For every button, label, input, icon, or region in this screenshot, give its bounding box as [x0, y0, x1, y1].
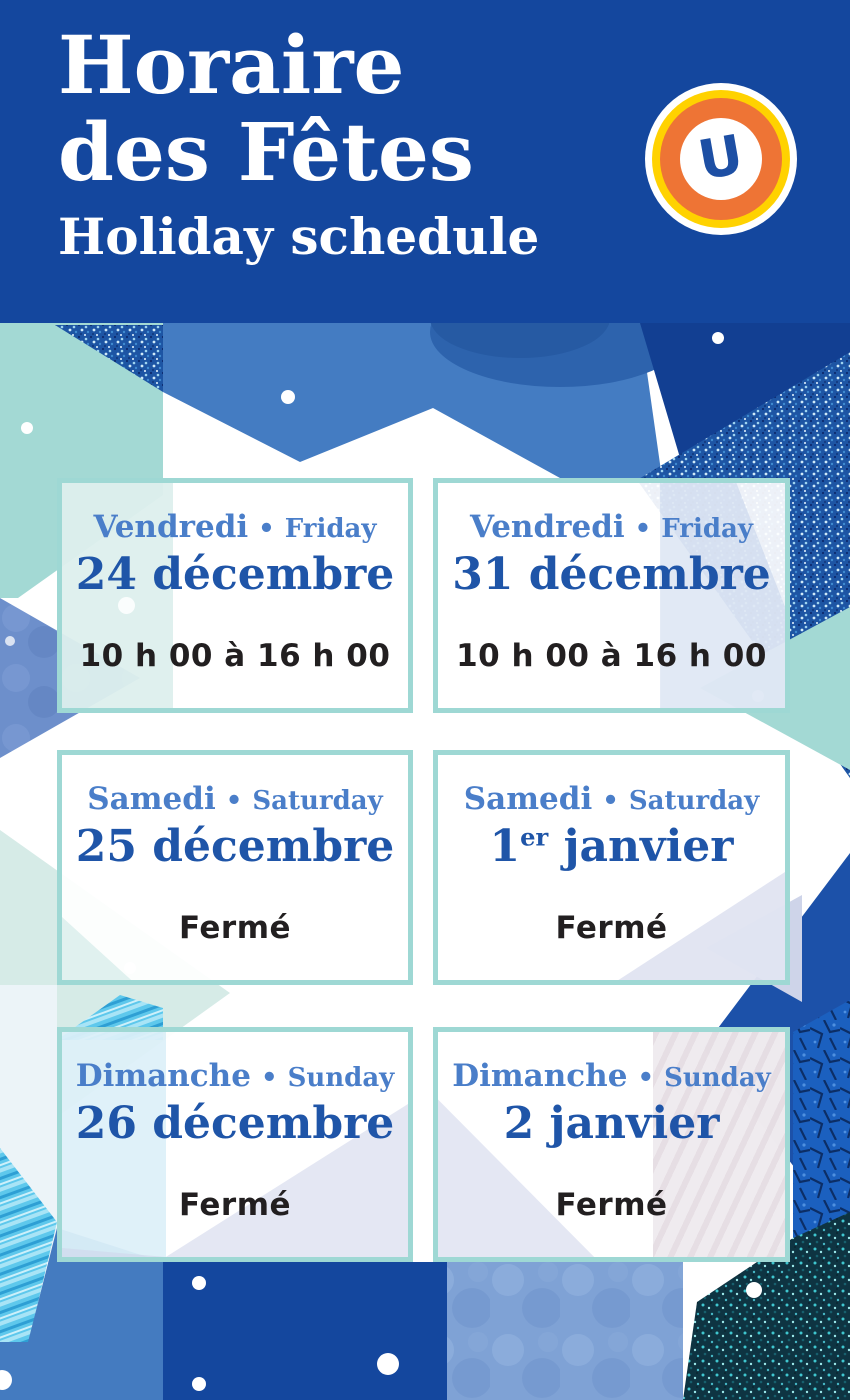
day-english: Sunday	[287, 1063, 395, 1093]
card-hours: 10 h 00 à 16 h 00	[79, 638, 391, 674]
card-texture	[653, 1032, 785, 1257]
card-hours: Fermé	[555, 1187, 668, 1223]
logo-orange-ring: U	[660, 98, 782, 220]
day-english: Sunday	[664, 1063, 771, 1093]
card-texture	[62, 1032, 166, 1257]
date-text-rest: janvier	[548, 821, 734, 872]
day-english: Saturday	[252, 786, 383, 816]
decor-dot	[118, 597, 135, 614]
day-english: Saturday	[628, 786, 760, 816]
schedule-card-dec-26: Dimanche • Sunday 26 décembre Fermé	[57, 1027, 413, 1262]
card-day-line: Dimanche • Sunday	[452, 1058, 771, 1094]
logo-yellow-ring: U	[652, 90, 790, 228]
date-text: 2 janvier	[503, 1098, 720, 1149]
card-date: 25 décembre	[76, 821, 395, 872]
day-french: Dimanche	[75, 1058, 251, 1094]
bullet-separator: •	[258, 514, 275, 544]
card-date: 31 décembre	[452, 549, 771, 600]
card-hours: 10 h 00 à 16 h 00	[456, 638, 767, 674]
date-superscript: er	[520, 822, 549, 852]
poster-header: Horaire des Fêtes Holiday schedule	[58, 18, 540, 267]
day-french: Dimanche	[452, 1058, 628, 1094]
day-french: Vendredi	[470, 509, 625, 545]
logo-letter-u: U	[693, 122, 748, 192]
date-text: 25 décembre	[75, 821, 395, 872]
date-text: 24 décembre	[75, 549, 395, 600]
bullet-separator: •	[637, 1063, 655, 1093]
card-day-line: Samedi • Saturday	[464, 781, 759, 817]
bullet-separator: •	[225, 786, 243, 816]
day-french: Vendredi	[93, 509, 249, 545]
brand-logo: U	[645, 83, 797, 235]
subtitle-english: Holiday schedule	[58, 207, 540, 267]
schedule-card-dec-24: Vendredi • Friday 24 décembre 10 h 00 à …	[57, 478, 413, 713]
schedule-card-dec-31: Vendredi • Friday 31 décembre 10 h 00 à …	[433, 478, 790, 713]
date-text: 31 décembre	[452, 549, 771, 600]
title-line-french-1: Horaire	[58, 18, 405, 112]
bullet-separator: •	[260, 1063, 278, 1093]
decor-dots	[0, 332, 764, 1391]
card-day-line: Dimanche • Sunday	[76, 1058, 395, 1094]
card-date: 26 décembre	[76, 1098, 395, 1149]
card-day-line: Vendredi • Friday	[470, 509, 753, 545]
day-english: Friday	[284, 514, 377, 544]
card-hours: Fermé	[178, 1187, 292, 1223]
schedule-card-jan-1: Samedi • Saturday 1er janvier Fermé	[433, 750, 790, 985]
date-text: 26 décembre	[75, 1098, 395, 1149]
card-day-line: Vendredi • Friday	[94, 509, 377, 545]
date-text: 1	[489, 821, 521, 872]
card-hours: Fermé	[555, 910, 668, 946]
schedule-card-dec-25: Samedi • Saturday 25 décembre Fermé	[57, 750, 413, 985]
bullet-separator: •	[634, 514, 652, 544]
day-english: Friday	[661, 514, 753, 544]
logo-center: U	[680, 118, 762, 200]
card-date: 1er janvier	[490, 821, 734, 872]
card-date: 24 décembre	[76, 549, 395, 600]
schedule-card-jan-2: Dimanche • Sunday 2 janvier Fermé	[433, 1027, 790, 1262]
title-line-french-2: des Fêtes	[58, 105, 474, 200]
page-title: Horaire des Fêtes	[58, 18, 539, 200]
card-date: 2 janvier	[504, 1098, 720, 1149]
card-day-line: Samedi • Saturday	[87, 781, 382, 817]
card-texture	[62, 483, 173, 708]
day-french: Samedi	[463, 781, 593, 817]
bullet-separator: •	[602, 786, 619, 816]
day-french: Samedi	[87, 781, 216, 817]
card-hours: Fermé	[178, 910, 292, 946]
